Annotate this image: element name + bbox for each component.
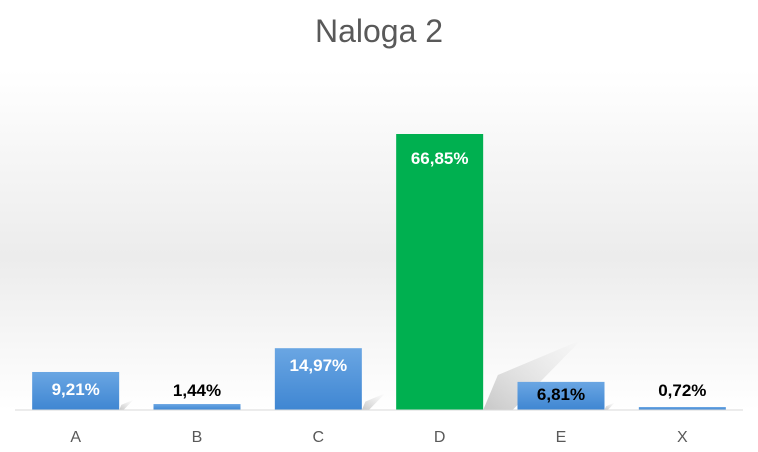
data-label-a: 9,21% <box>52 380 100 399</box>
bar-shadow <box>604 402 616 410</box>
chart-title: Naloga 2 <box>315 13 443 49</box>
bar-b <box>153 404 241 410</box>
x-tick-label-x: X <box>677 429 688 446</box>
x-tick-label-e: E <box>556 429 567 446</box>
bar-c <box>274 348 362 410</box>
x-tick-label-d: D <box>434 429 446 446</box>
data-label-b: 1,44% <box>173 381 221 400</box>
data-label-x: 0,72% <box>658 381 706 400</box>
x-tick-label-a: A <box>70 429 81 446</box>
data-label-c: 14,97% <box>289 356 347 375</box>
x-tick-label-c: C <box>313 429 325 446</box>
data-label-d: 66,85% <box>411 149 469 168</box>
bar-shadow <box>119 399 134 410</box>
bar-shadows <box>119 340 616 410</box>
bar-a <box>32 371 120 410</box>
bars <box>32 134 726 410</box>
bar-shadow <box>483 340 582 410</box>
plot-background <box>0 70 758 410</box>
bar-e <box>517 381 605 410</box>
data-labels: 9,21% 1,44% 14,97% 66,85% 6,81% 0,72% <box>52 149 707 404</box>
bar-x <box>638 407 726 410</box>
x-tick-label-b: B <box>192 429 203 446</box>
bar-d <box>396 134 484 410</box>
data-label-e: 6,81% <box>537 385 585 404</box>
bar-shadow <box>361 393 386 410</box>
